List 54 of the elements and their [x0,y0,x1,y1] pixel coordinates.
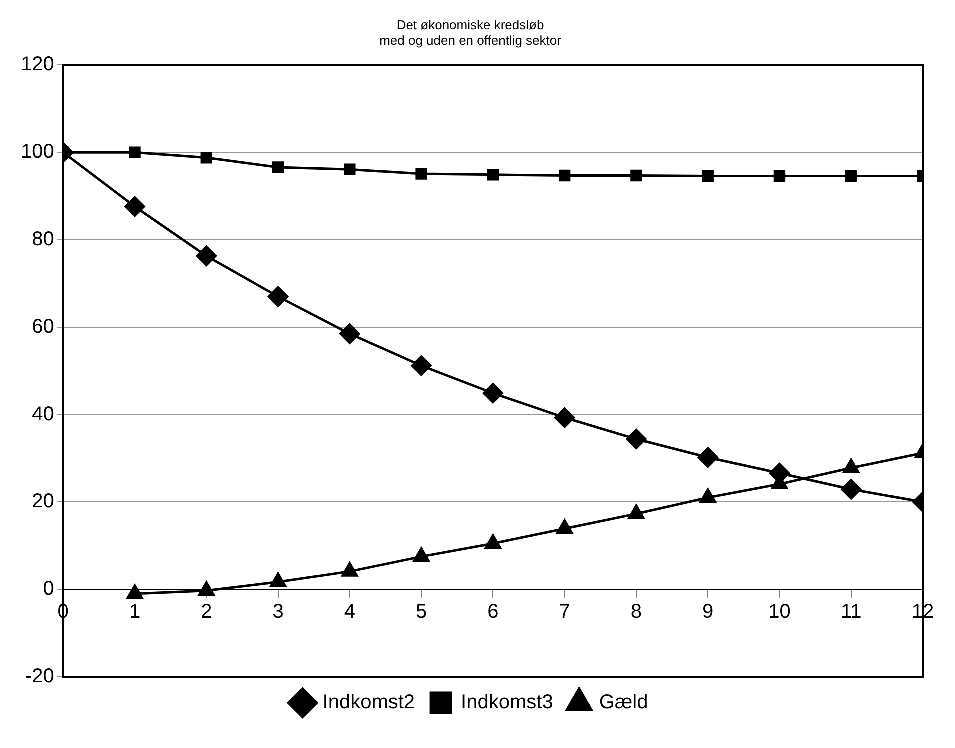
point [558,170,571,182]
point [841,479,862,500]
x-tick-label: 8 [630,601,642,624]
point [846,170,858,182]
point [126,584,144,600]
point [411,356,432,376]
x-tick-label: 4 [344,601,356,624]
point [487,169,500,181]
y-tick-label: 0 [43,578,54,600]
point [196,246,217,266]
legend-label: Indkomst2 [322,692,416,714]
point [413,548,430,562]
x-tick-label: 1 [129,601,141,624]
x-tick-label: 5 [416,601,428,624]
point [270,572,286,588]
y-tick-label: 60 [32,316,54,338]
point [342,562,358,577]
point [630,170,642,182]
chart-title: Det økonomiske kredsløb med og uden en offentlig sektor [380,17,562,48]
x-tick-label: 2 [201,601,212,624]
point [626,429,647,450]
point [344,164,356,176]
point [700,488,716,504]
point [268,286,289,308]
y-tick-label: 40 [32,403,54,426]
x-tick-label: 6 [488,601,499,624]
legend-label: Indkomst3 [461,692,554,714]
point [200,152,212,164]
y-tick-label: 20 [32,490,54,513]
point [124,196,146,218]
point [340,324,360,344]
point [416,168,428,180]
point [702,170,714,182]
point [482,383,504,404]
legend-label: Gæld [599,692,648,714]
point [774,170,786,182]
y-tick-label: 120 [20,54,54,76]
x-tick-label: 10 [768,601,791,624]
x-tick-label: 11 [840,601,862,624]
point [843,458,860,474]
point [485,534,502,549]
point [129,146,141,158]
y-tick-label: -20 [25,666,54,688]
point [698,447,718,468]
x-tick-label: 7 [559,601,570,624]
point [272,162,284,174]
x-tick-label: 3 [272,601,284,624]
x-tick-label: 9 [702,601,714,624]
point [556,520,573,534]
y-tick-label: 80 [32,228,54,251]
point [628,504,645,520]
point [554,408,576,428]
y-tick-label: 100 [20,141,54,164]
point [198,582,215,596]
